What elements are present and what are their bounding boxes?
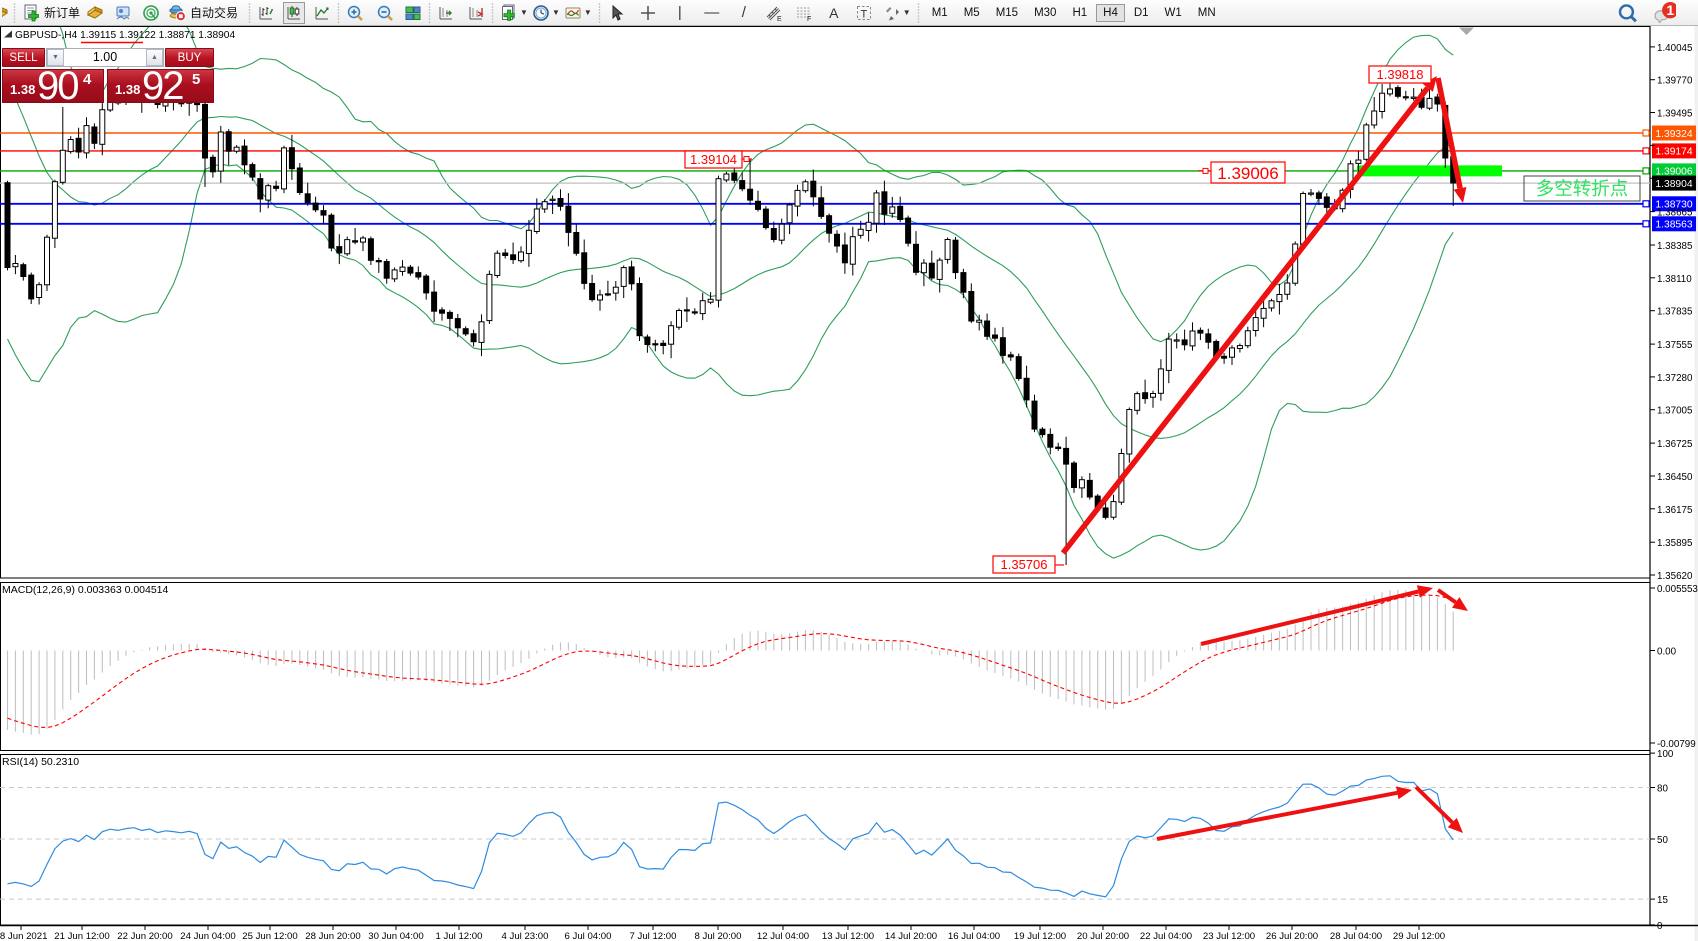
svg-text:12 Jul 04:00: 12 Jul 04:00 xyxy=(757,931,809,941)
svg-text:RSI(14) 50.2310: RSI(14) 50.2310 xyxy=(2,756,79,768)
svg-text:1.39006: 1.39006 xyxy=(1655,167,1692,178)
svg-text:0.00: 0.00 xyxy=(1657,647,1677,658)
svg-text:15: 15 xyxy=(1657,895,1668,906)
svg-text:1.38110: 1.38110 xyxy=(1657,274,1692,285)
svg-text:1.35620: 1.35620 xyxy=(1657,571,1693,582)
svg-text:26 Jul 20:00: 26 Jul 20:00 xyxy=(1266,931,1318,941)
svg-text:80: 80 xyxy=(1657,784,1668,795)
svg-text:8 Jul 20:00: 8 Jul 20:00 xyxy=(695,931,742,941)
svg-text:1.37555: 1.37555 xyxy=(1657,340,1693,351)
svg-text:4 Jul 23:00: 4 Jul 23:00 xyxy=(502,931,549,941)
svg-text:MACD(12,26,9) 0.003363 0.00451: MACD(12,26,9) 0.003363 0.004514 xyxy=(2,584,169,596)
svg-text:1: 1 xyxy=(1666,2,1674,18)
svg-text:1.39006: 1.39006 xyxy=(1217,164,1278,183)
svg-text:1.36175: 1.36175 xyxy=(1657,505,1693,516)
svg-text:F: F xyxy=(807,16,811,22)
svg-text:28 Jul 04:00: 28 Jul 04:00 xyxy=(1330,931,1382,941)
svg-text:1.37835: 1.37835 xyxy=(1657,307,1693,318)
svg-text:19 Jul 12:00: 19 Jul 12:00 xyxy=(1014,931,1066,941)
svg-text:-0.00799: -0.00799 xyxy=(1657,739,1696,750)
svg-text:GBPUSD-,H4 1.39115 1.39122 1.: GBPUSD-,H4 1.39115 1.39122 1.38871 1.389… xyxy=(15,30,235,41)
svg-text:30 Jun 04:00: 30 Jun 04:00 xyxy=(368,931,423,941)
svg-text:1.39818: 1.39818 xyxy=(1377,67,1424,82)
svg-text:1.38730: 1.38730 xyxy=(1655,200,1692,211)
svg-text:1.38563: 1.38563 xyxy=(1655,220,1692,231)
svg-text:100: 100 xyxy=(1657,749,1674,760)
svg-text:1.35706: 1.35706 xyxy=(1001,557,1048,572)
svg-text:1.40045: 1.40045 xyxy=(1657,43,1693,54)
svg-text:1.38385: 1.38385 xyxy=(1657,241,1693,252)
svg-text:50: 50 xyxy=(1657,835,1668,846)
svg-text:25 Jun 12:00: 25 Jun 12:00 xyxy=(242,931,297,941)
svg-text:1.39495: 1.39495 xyxy=(1657,109,1693,120)
svg-text:T: T xyxy=(860,8,867,20)
svg-text:1.39324: 1.39324 xyxy=(1655,129,1692,140)
svg-text:1 Jul 12:00: 1 Jul 12:00 xyxy=(436,931,483,941)
svg-text:14 Jul 20:00: 14 Jul 20:00 xyxy=(885,931,937,941)
svg-text:1.36725: 1.36725 xyxy=(1657,439,1693,450)
svg-text:7 Jul 12:00: 7 Jul 12:00 xyxy=(630,931,677,941)
svg-text:29 Jul 12:00: 29 Jul 12:00 xyxy=(1393,931,1445,941)
svg-text:21 Jun 12:00: 21 Jun 12:00 xyxy=(54,931,109,941)
svg-text:16 Jul 04:00: 16 Jul 04:00 xyxy=(948,931,1000,941)
svg-text:1.39174: 1.39174 xyxy=(1655,147,1692,158)
svg-text:1.37005: 1.37005 xyxy=(1657,406,1693,417)
svg-text:13 Jul 12:00: 13 Jul 12:00 xyxy=(822,931,874,941)
svg-text:1.36450: 1.36450 xyxy=(1657,472,1693,483)
svg-text:28 Jun 20:00: 28 Jun 20:00 xyxy=(305,931,360,941)
svg-text:24 Jun 04:00: 24 Jun 04:00 xyxy=(180,931,235,941)
svg-text:1.38665: 1.38665 xyxy=(1657,208,1693,219)
svg-text:E: E xyxy=(777,16,782,22)
svg-text:18 Jun 2021: 18 Jun 2021 xyxy=(0,931,47,941)
svg-text:22 Jul 04:00: 22 Jul 04:00 xyxy=(1140,931,1192,941)
svg-text:6 Jul 04:00: 6 Jul 04:00 xyxy=(565,931,612,941)
svg-text:1.38904: 1.38904 xyxy=(1655,179,1692,190)
svg-text:22 Jun 20:00: 22 Jun 20:00 xyxy=(117,931,172,941)
svg-text:1.37280: 1.37280 xyxy=(1657,373,1693,384)
svg-text:0.005553: 0.005553 xyxy=(1657,584,1698,595)
svg-text:1.39104: 1.39104 xyxy=(690,152,737,167)
svg-text:1.35895: 1.35895 xyxy=(1657,538,1693,549)
svg-text:0: 0 xyxy=(1657,921,1663,932)
svg-text:1.39770: 1.39770 xyxy=(1657,76,1693,87)
svg-text:20 Jul 20:00: 20 Jul 20:00 xyxy=(1077,931,1129,941)
svg-text:23 Jul 12:00: 23 Jul 12:00 xyxy=(1203,931,1255,941)
svg-text:多空转折点: 多空转折点 xyxy=(1536,178,1629,199)
